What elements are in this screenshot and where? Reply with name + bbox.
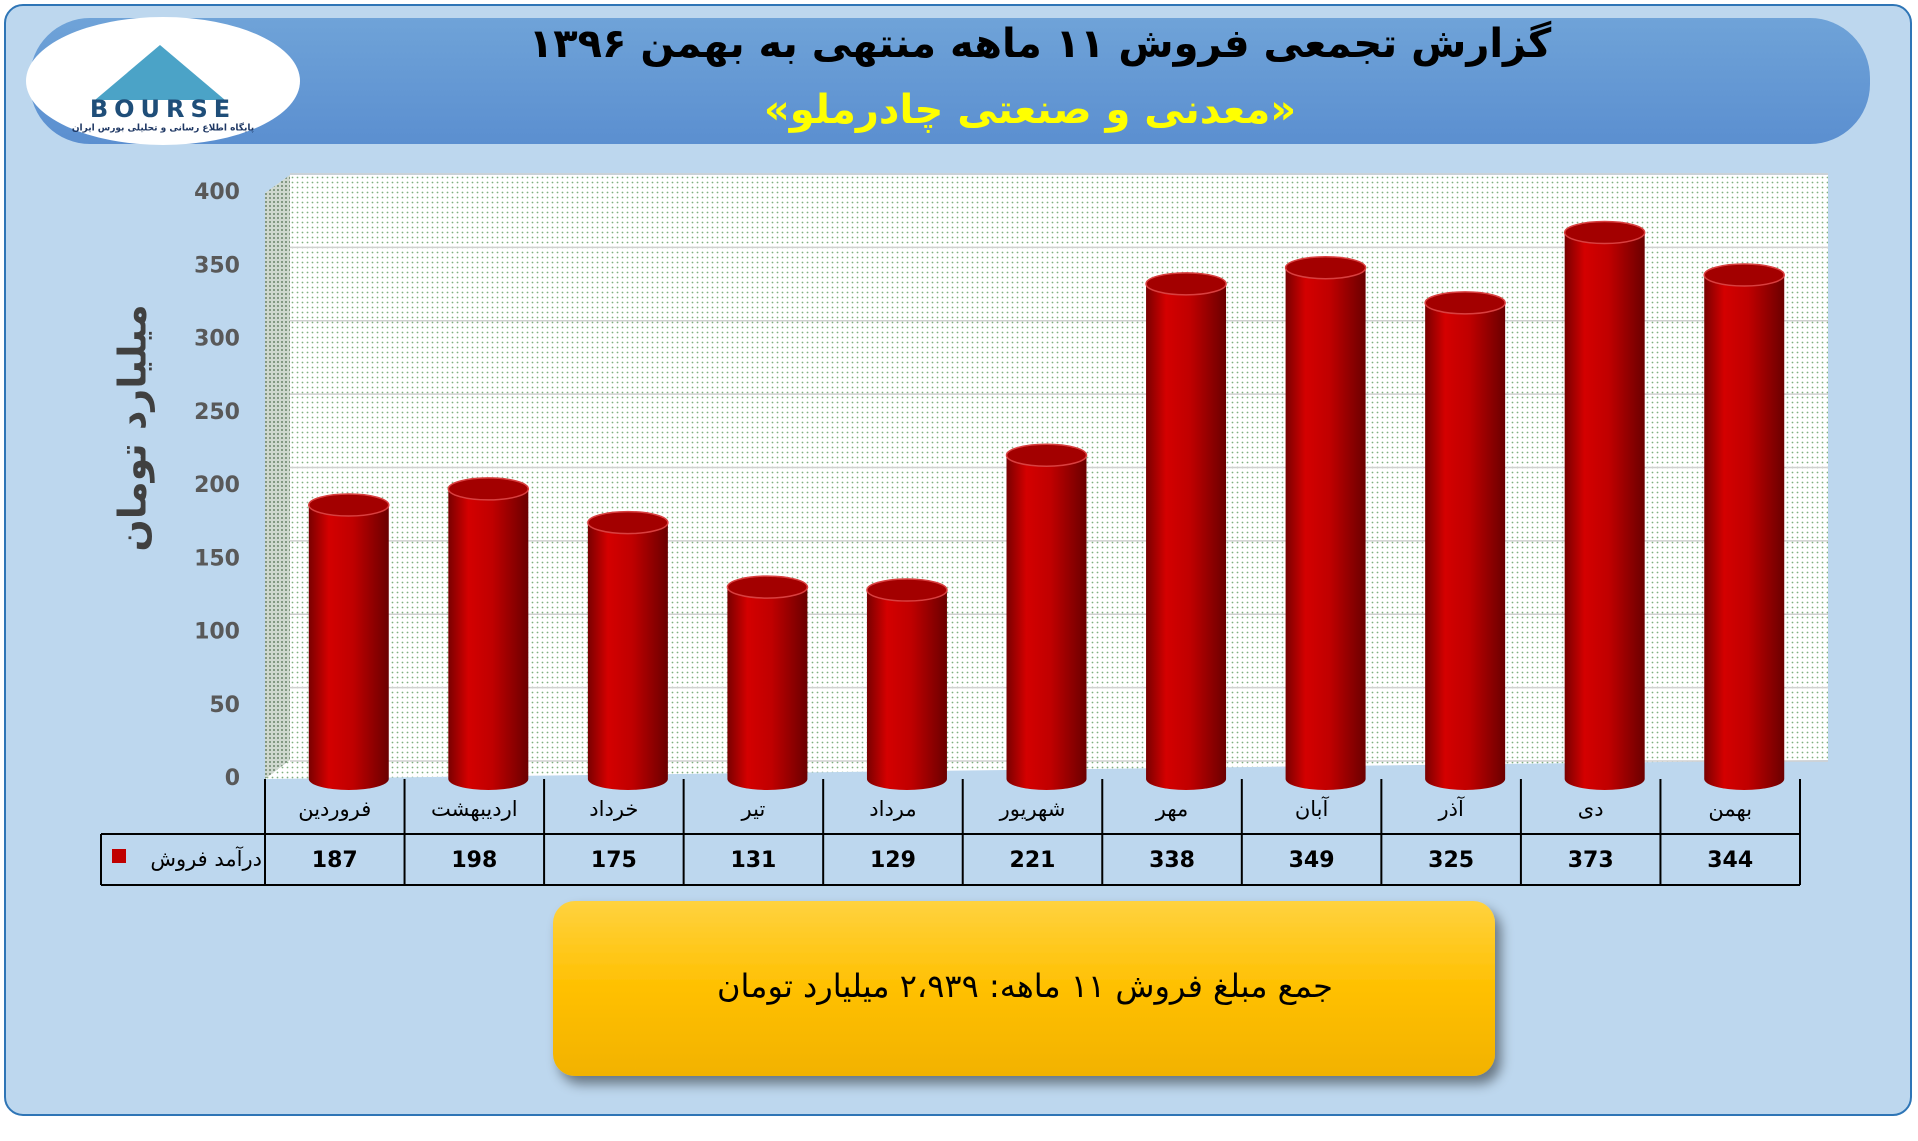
chart-subtitle: «معدنی و صنعتی چادرملو» bbox=[764, 87, 1296, 133]
legend-swatch bbox=[112, 849, 126, 863]
summary-text: جمع مبلغ فروش ۱۱ ماهه: ۲،۹۳۹ میلیارد توم… bbox=[717, 967, 1333, 1005]
bar-cap bbox=[1563, 220, 1646, 245]
table-value: 221 bbox=[1010, 848, 1056, 873]
bar bbox=[1704, 264, 1785, 790]
bar-cap bbox=[308, 493, 390, 517]
x-tick-label: شهریور bbox=[999, 797, 1066, 821]
bar-cap bbox=[587, 510, 669, 535]
x-tick-label: دی bbox=[1578, 797, 1604, 821]
bar-cap bbox=[447, 477, 530, 501]
bar bbox=[1285, 256, 1366, 790]
bar-cap bbox=[726, 575, 809, 599]
bar bbox=[1146, 272, 1227, 791]
y-tick-label: 350 bbox=[194, 253, 240, 278]
table-value: 373 bbox=[1568, 848, 1614, 873]
y-tick-label: 100 bbox=[194, 620, 240, 645]
bar bbox=[448, 477, 529, 790]
y-tick-label: 50 bbox=[209, 693, 240, 718]
bar-cap bbox=[1005, 443, 1088, 467]
bar bbox=[727, 576, 808, 790]
table-value: 187 bbox=[312, 848, 358, 873]
bar bbox=[587, 511, 668, 790]
bar bbox=[866, 579, 947, 790]
x-tick-label: فروردین bbox=[298, 797, 371, 821]
y-tick-label: 200 bbox=[194, 473, 240, 498]
x-tick-label: مرداد bbox=[869, 797, 916, 821]
logo-icon bbox=[95, 45, 225, 100]
bar bbox=[1564, 221, 1645, 790]
bar-cap bbox=[1424, 291, 1506, 315]
y-tick-label: 400 bbox=[194, 180, 240, 205]
table-value: 344 bbox=[1707, 848, 1753, 873]
header-bar bbox=[30, 18, 1870, 144]
table-value: 131 bbox=[730, 848, 776, 873]
table-value: 175 bbox=[591, 848, 637, 873]
y-tick-label: 0 bbox=[225, 766, 240, 791]
x-tick-label: اردیبهشت bbox=[431, 797, 518, 821]
bar bbox=[308, 494, 389, 790]
legend-label: درآمد فروش bbox=[150, 846, 262, 871]
bar bbox=[1006, 444, 1087, 790]
logo-tagline: پایگاه اطلاع رسانی و تحلیلی بورس ایران bbox=[72, 122, 254, 134]
x-tick-label: تیر bbox=[741, 797, 766, 821]
x-tick-label: بهمن bbox=[1708, 797, 1752, 821]
bar bbox=[1425, 291, 1506, 790]
table-value: 198 bbox=[451, 848, 497, 873]
y-tick-label: 250 bbox=[194, 400, 240, 425]
x-tick-label: آبان bbox=[1295, 796, 1330, 821]
bar-cap bbox=[866, 578, 948, 602]
chart-layer: 0 50 100 150 200 250 300 350 400 درآمد فروش فروردی… bbox=[100, 173, 1828, 886]
bar-cap bbox=[1145, 272, 1227, 296]
x-tick-label: آذر bbox=[1437, 796, 1464, 821]
bar-cap bbox=[1284, 255, 1367, 280]
x-tick-label: مهر bbox=[1155, 797, 1189, 821]
chart-title: گزارش تجمعی فروش ۱۱ ماهه منتهی به بهمن ۱… bbox=[529, 20, 1552, 67]
logo-name: BOURSE bbox=[90, 95, 236, 123]
summary-box bbox=[553, 901, 1495, 1076]
table-value: 338 bbox=[1149, 848, 1195, 873]
y-tick-label: 150 bbox=[194, 546, 240, 571]
y-tick-label: 300 bbox=[194, 327, 240, 352]
side-wall bbox=[265, 175, 290, 779]
x-tick-label: خرداد bbox=[589, 797, 638, 821]
table-value: 129 bbox=[870, 848, 916, 873]
table-value: 325 bbox=[1428, 848, 1474, 873]
table-value: 349 bbox=[1289, 848, 1335, 873]
y-axis-label: میلیارد تومان bbox=[111, 304, 155, 551]
bar-cap bbox=[1703, 263, 1785, 287]
